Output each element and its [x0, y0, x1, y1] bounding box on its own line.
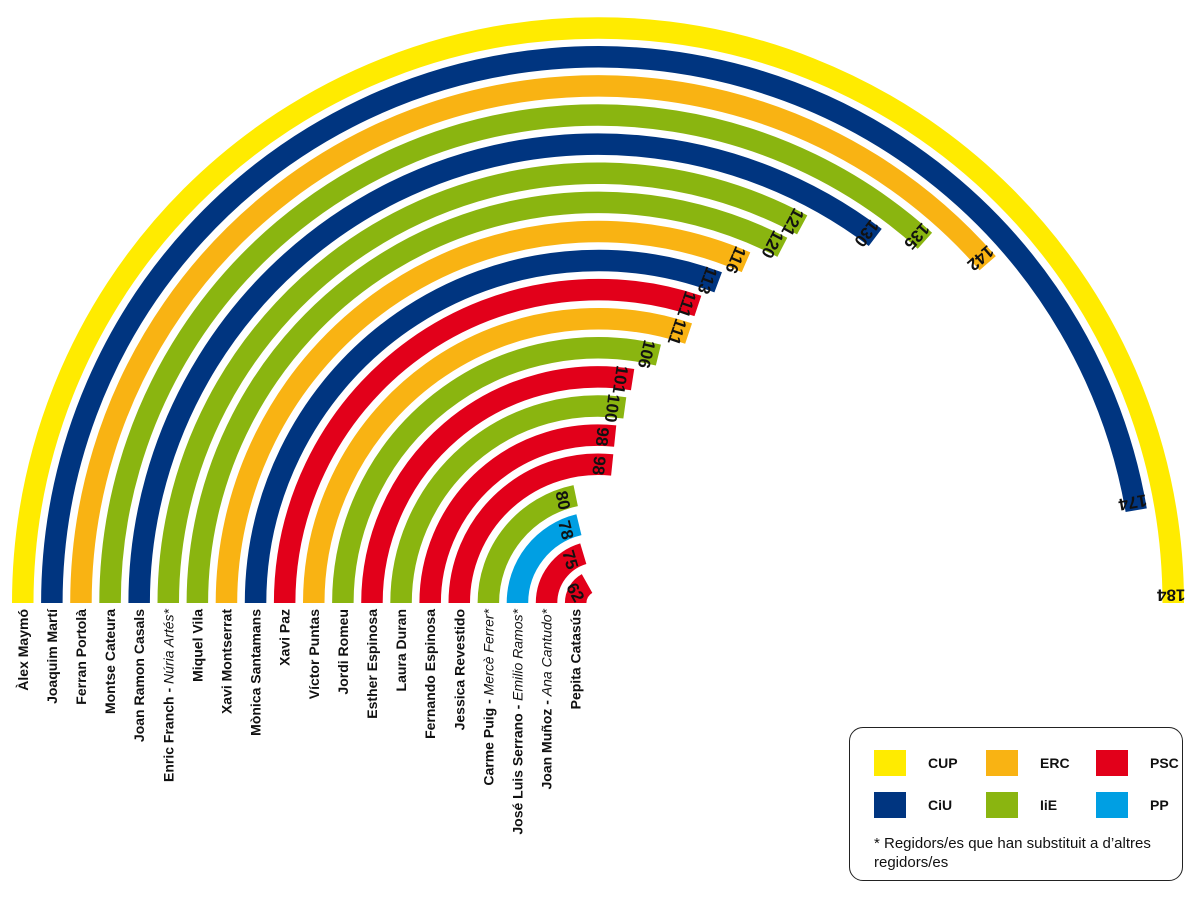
bar-17	[477, 485, 579, 604]
legend-swatch	[986, 750, 1018, 776]
name-label: Xavi Paz	[277, 609, 293, 666]
bar-15	[419, 424, 617, 604]
legend-item-psc: PSC	[1096, 750, 1179, 776]
bar-13	[361, 366, 635, 604]
name-label: Jordi Romeu	[335, 609, 351, 695]
legend-swatch	[1096, 750, 1128, 776]
bar-2	[41, 46, 1147, 604]
bar-10	[273, 278, 702, 604]
name-label: José Luis Serrano - Emilio Ramos*	[509, 608, 525, 834]
bar-19	[535, 543, 587, 604]
legend-label: PP	[1150, 797, 1169, 813]
bar-18	[506, 514, 582, 604]
bar-14	[390, 395, 627, 604]
name-label: Pepita Catasús	[568, 609, 584, 710]
legend-swatch	[1096, 792, 1128, 818]
name-label: Xavi Montserrat	[218, 609, 234, 714]
name-labels-layer: Àlex Maymó Joaquim Martí Ferran Portolà Mon…	[15, 608, 584, 835]
legend-item-cup: CUP	[874, 750, 958, 776]
name-label: Joan Muñoz - Ana Cantudo*	[539, 608, 555, 789]
bar-12	[332, 337, 661, 604]
value-label: 75	[558, 548, 582, 572]
bar-4	[99, 104, 933, 604]
legend-label: CiU	[928, 797, 953, 813]
bar-1	[12, 17, 1184, 604]
legend-label: PSC	[1150, 755, 1179, 771]
name-label: Carme Puig - Mercè Ferrer*	[480, 608, 496, 785]
name-label: Fernando Espinosa	[422, 609, 438, 739]
legend-item-ciu: CiU	[874, 792, 952, 818]
name-label: Ferran Portolà	[73, 609, 89, 705]
value-label: 98	[588, 455, 609, 476]
name-label: Mònica Santamans	[248, 609, 264, 736]
legend-swatch	[874, 792, 906, 818]
bar-7	[186, 191, 788, 604]
bar-9	[244, 249, 722, 604]
bar-5	[128, 133, 882, 604]
value-label: 184	[1156, 585, 1185, 604]
legend-label: ERC	[1040, 755, 1070, 771]
name-label: Miquel Vila	[189, 609, 205, 682]
value-label: 174	[1117, 490, 1149, 514]
name-label: Montse Cateura	[102, 609, 118, 714]
name-label: Joaquim Martí	[44, 608, 60, 704]
value-label: 98	[592, 426, 613, 447]
bar-3	[70, 75, 996, 604]
legend-item-erc: ERC	[986, 750, 1070, 776]
legend-label: CUP	[928, 755, 958, 771]
bars-layer	[12, 17, 1184, 604]
bar-20	[564, 574, 593, 604]
legend-item-pp: PP	[1096, 792, 1169, 818]
name-label: Esther Espinosa	[364, 609, 380, 719]
value-label: 101	[609, 364, 632, 395]
legend: CUP ERC PSC CiU IiE PP * Regidors/es que han …	[849, 727, 1183, 881]
value-label: 80	[551, 489, 573, 511]
legend-item-iie: IiE	[986, 792, 1057, 818]
value-label: 78	[554, 519, 577, 542]
bar-11	[303, 308, 693, 604]
legend-swatch	[874, 750, 906, 776]
legend-note: * Regidors/es que han substituit a d’alt…	[874, 835, 1151, 871]
bar-6	[157, 162, 808, 604]
name-label: Enric Franch - Núria Artés*	[160, 608, 176, 782]
name-label: Laura Duran	[393, 609, 409, 691]
legend-label: IiE	[1040, 797, 1058, 813]
legend-swatch	[986, 792, 1018, 818]
value-label: 100	[601, 393, 624, 424]
bar-8	[215, 220, 751, 604]
name-label: Jessica Revestido	[451, 609, 467, 730]
name-label: Joan Ramon Casals	[131, 609, 147, 742]
name-label: Àlex Maymó	[15, 609, 31, 691]
bar-16	[448, 453, 614, 604]
name-label: Víctor Puntas	[306, 609, 322, 699]
